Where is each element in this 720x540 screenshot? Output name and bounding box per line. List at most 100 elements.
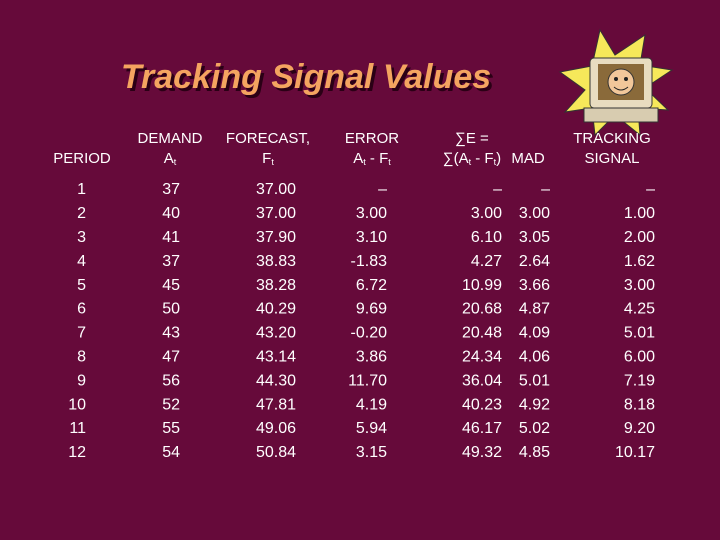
cell: 45 — [162, 277, 180, 294]
cell: 3.10 — [356, 229, 387, 246]
cell: 36.04 — [462, 372, 502, 389]
cell: 47.81 — [256, 396, 296, 413]
cell: 40 — [162, 205, 180, 222]
cell: 7 — [77, 325, 86, 342]
cell: 4.25 — [624, 301, 655, 318]
cell: 4.87 — [519, 301, 550, 318]
cell: 3.15 — [356, 444, 387, 461]
cell: 9 — [77, 372, 86, 389]
cell: 49.06 — [256, 420, 296, 437]
cell: 3.05 — [519, 229, 550, 246]
cell: 2.64 — [519, 253, 550, 270]
header-text: - F — [366, 150, 389, 167]
cell: 12 — [68, 444, 86, 461]
cell: 3.00 — [471, 205, 502, 222]
cell: 44.30 — [256, 372, 296, 389]
subscript: t — [388, 157, 391, 167]
cell: 11.70 — [348, 372, 387, 389]
header-text: PERIOD — [53, 150, 111, 167]
column-header: DEMAND — [137, 130, 202, 147]
header-text: - F — [471, 150, 494, 167]
cell: 1.00 — [624, 205, 655, 222]
cell: – — [493, 181, 502, 198]
cell: 54 — [162, 444, 180, 461]
cell: -0.20 — [351, 325, 388, 342]
cell: 4.09 — [519, 325, 550, 342]
cell: 43 — [162, 325, 180, 342]
cell: 37.00 — [256, 205, 296, 222]
cell: – — [378, 181, 387, 198]
cell: 8.18 — [624, 396, 655, 413]
cell: 4.06 — [519, 349, 550, 366]
cell: 1.62 — [624, 253, 655, 270]
title: Tracking Signal Values — [121, 58, 491, 96]
column-header: PERIOD — [53, 150, 111, 167]
cell: 5.94 — [356, 420, 387, 437]
cell: -1.83 — [351, 253, 388, 270]
header-text: TRACKING — [573, 130, 651, 147]
column-header: MAD — [511, 150, 545, 167]
title-shadow: Tracking Signal Values — [124, 61, 494, 99]
cell: 6.00 — [624, 349, 655, 366]
header-text: F — [262, 150, 271, 167]
cell: 37.00 — [256, 181, 296, 198]
subscript: t — [494, 157, 497, 167]
header-text: ∑E = — [455, 130, 489, 147]
column-header: At — [164, 150, 177, 167]
subscript: t — [174, 157, 177, 167]
cell: 37 — [162, 253, 180, 270]
cell: 43.14 — [256, 349, 296, 366]
column-header: At - Ft — [353, 150, 391, 167]
cell: 3.00 — [519, 205, 550, 222]
cell: 5 — [77, 277, 86, 294]
header-text: SIGNAL — [584, 150, 639, 167]
cell: 37 — [162, 181, 180, 198]
cell: 3.66 — [519, 277, 550, 294]
cell: 49.32 — [462, 444, 502, 461]
cell: 55 — [162, 420, 180, 437]
cell: 47 — [162, 349, 180, 366]
cell: 4.92 — [519, 396, 550, 413]
cell: 2 — [77, 205, 86, 222]
cell: 10.99 — [462, 277, 502, 294]
cell: 3 — [77, 229, 86, 246]
cell: 1 — [77, 181, 86, 198]
cell: 9.20 — [624, 420, 655, 437]
cell: 40.29 — [256, 301, 296, 318]
cell: 38.28 — [256, 277, 296, 294]
cell: 56 — [162, 372, 180, 389]
cell: 3.00 — [356, 205, 387, 222]
column-header: ∑(At - Ft) — [443, 150, 501, 167]
clipart — [558, 28, 674, 137]
cell: 10.17 — [615, 444, 655, 461]
header-text: ∑(A — [443, 150, 469, 167]
cell: 5.02 — [519, 420, 550, 437]
cell: 10 — [68, 396, 86, 413]
cell: 9.69 — [356, 301, 387, 318]
cell: 50.84 — [256, 444, 296, 461]
header-text: FORECAST, — [226, 130, 310, 147]
cell: 6.72 — [356, 277, 387, 294]
cell: 4.27 — [471, 253, 502, 270]
header-text: A — [164, 150, 174, 167]
cell: 8 — [77, 349, 86, 366]
header-text: MAD — [511, 150, 545, 167]
cell: 2.00 — [624, 229, 655, 246]
cell: 5.01 — [519, 372, 550, 389]
column-header: TRACKING — [573, 130, 651, 147]
cell: 5.01 — [624, 325, 655, 342]
cell: 3.00 — [624, 277, 655, 294]
cell: 7.19 — [624, 372, 655, 389]
header-text: ) — [496, 150, 501, 167]
cell: – — [646, 181, 655, 198]
subscript: t — [363, 157, 366, 167]
cell: 20.48 — [462, 325, 502, 342]
column-header: ERROR — [345, 130, 399, 147]
cell: 6 — [77, 301, 86, 318]
header-text: DEMAND — [137, 130, 202, 147]
cell: 6.10 — [471, 229, 502, 246]
cell: 50 — [162, 301, 180, 318]
cell: 20.68 — [462, 301, 502, 318]
